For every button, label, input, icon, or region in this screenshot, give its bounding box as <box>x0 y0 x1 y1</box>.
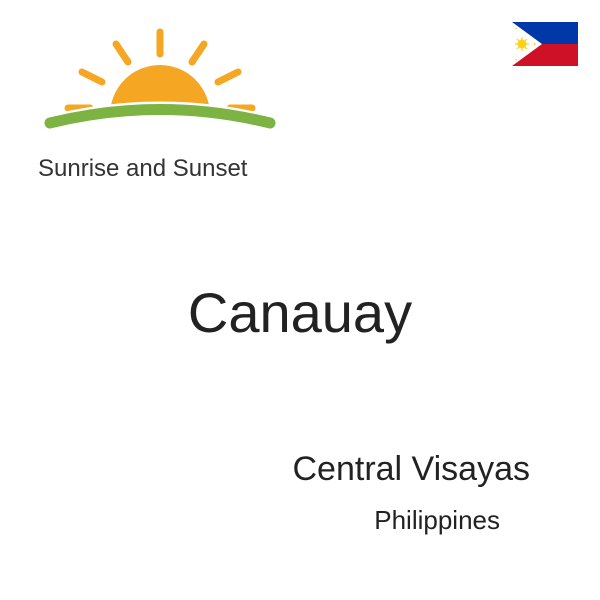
sunrise-logo-icon <box>20 20 300 150</box>
region-name: Central Visayas <box>293 450 531 489</box>
country-name: Philippines <box>374 505 500 536</box>
country-flag <box>512 22 578 66</box>
location-name: Canauay <box>0 280 600 345</box>
philippines-flag-icon <box>512 22 578 66</box>
tagline-text: Sunrise and Sunset <box>38 155 300 183</box>
logo-area: Sunrise and Sunset <box>20 20 300 180</box>
